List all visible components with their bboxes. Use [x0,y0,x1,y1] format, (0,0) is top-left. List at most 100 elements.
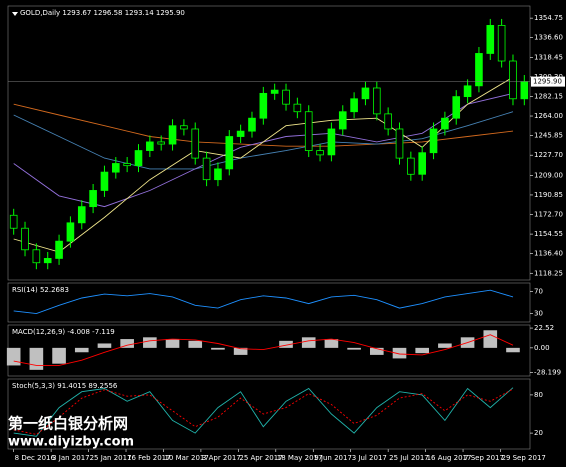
y-tick-label: 80 [534,391,543,399]
candle-body [100,171,109,191]
macd-bar [369,347,384,355]
x-tick-label: 25 Jan 2017 [90,454,132,462]
macd-bar [233,347,248,355]
x-tick-label: 10 Mar 2017 [164,454,208,462]
macd-bar [279,340,293,348]
y-tick-label: 22.52 [534,324,554,332]
macd-bar [347,347,361,350]
x-tick-label: 16 Feb 2017 [127,454,171,462]
candle-body [214,168,222,181]
y-tick-label: 1264.00 [534,112,563,120]
macd-bar [52,347,66,364]
x-tick-label: 3 Jul 2017 [352,454,387,462]
candle-body [293,103,302,113]
indicator-line [13,289,514,315]
candle-body [248,117,256,132]
candle-body [236,130,245,137]
candle-body [225,136,234,170]
candle-body [316,150,324,156]
candle-body [180,125,188,130]
y-tick-label: -28.199 [534,369,561,377]
candle-body [361,87,370,100]
y-tick-label: 1318.45 [534,53,563,61]
macd-bar [97,343,112,348]
y-tick-label: 1282.15 [534,92,563,100]
candle-body [304,111,313,151]
macd-bar [188,340,203,348]
candle-body [112,163,120,173]
menu-icon[interactable] [12,12,18,16]
watermark-title: 第一纸白银分析网 [8,415,128,433]
panel-frame [7,5,531,281]
macd-bar [483,330,498,348]
y-tick-label: 1336.60 [534,34,563,42]
indicator-line [13,388,514,435]
candle-body [327,128,336,156]
x-tick-label: 25 Jul 2017 [389,454,429,462]
y-tick-label: 1118.25 [534,269,563,277]
x-tick-label: 7 Sep 2017 [464,454,504,462]
macd-bar [506,347,520,353]
candle-body [486,25,495,54]
candle-body [463,85,472,98]
watermark-url: www.diyizby.com [8,435,134,450]
candle-body [202,157,211,181]
y-tick-label: 1227.70 [534,151,563,159]
candle-body [259,92,268,119]
last-price-label: 1295.90 [533,78,562,86]
y-tick-label: 20 [534,429,543,437]
x-tick-label: 29 Sep 2017 [501,454,545,462]
x-tick-label: 18 May 2017 [277,454,323,462]
candle-body [146,141,154,151]
candle-body [372,87,381,115]
indicator-line [13,387,514,437]
candle-body [418,152,426,175]
y-tick-label: 70 [534,287,543,295]
y-tick-label: 0.00 [534,344,550,352]
macd-bar [120,339,134,348]
candle-body [282,89,290,105]
x-tick-label: 9 Jun 2017 [314,454,352,462]
candle-body [43,258,52,264]
panel-label: MACD(12,26,9) -4.008 -7.119 [12,328,115,336]
x-tick-label: 3 Jan 2017 [52,454,90,462]
candle-body [32,249,41,264]
candle-body [350,98,358,113]
candle-body [520,81,529,100]
candle-body [157,141,166,145]
candle-body [384,113,392,130]
y-tick-label: 1354.75 [534,14,563,22]
candle-body [9,214,18,229]
y-tick-label: 1154.55 [534,230,563,238]
candle-body [21,227,29,251]
candle-body [338,111,347,130]
last-price-box [531,76,565,87]
candle-body [168,125,177,145]
indicator-line [13,334,514,366]
y-tick-label: 1172.70 [534,211,563,219]
x-tick-label: 16 Aug 2017 [427,454,472,462]
candle-body [55,240,63,259]
macd-bar [74,347,89,353]
macd-bar [165,339,180,348]
panel-label: RSI(14) 52.2683 [12,286,69,294]
macd-bar [324,339,339,348]
macd-bar [301,337,316,348]
y-tick-label: 1136.40 [534,250,563,258]
candle-body [191,128,200,159]
candle-body [66,222,75,242]
panel-label: Stoch(5,3,3) 91.4015 89.2556 [12,382,118,390]
y-tick-label: 1245.85 [534,132,563,140]
panel-frame [7,282,531,323]
macd-bar [211,347,225,350]
candle-body [509,60,517,100]
macd-bar [143,337,157,348]
candle-body [134,150,143,167]
macd-bar [392,347,407,359]
x-tick-label: 3 Apr 2017 [202,454,241,462]
candle-body [123,163,131,167]
candle-body [395,128,404,159]
y-tick-label: 1209.00 [534,171,563,179]
